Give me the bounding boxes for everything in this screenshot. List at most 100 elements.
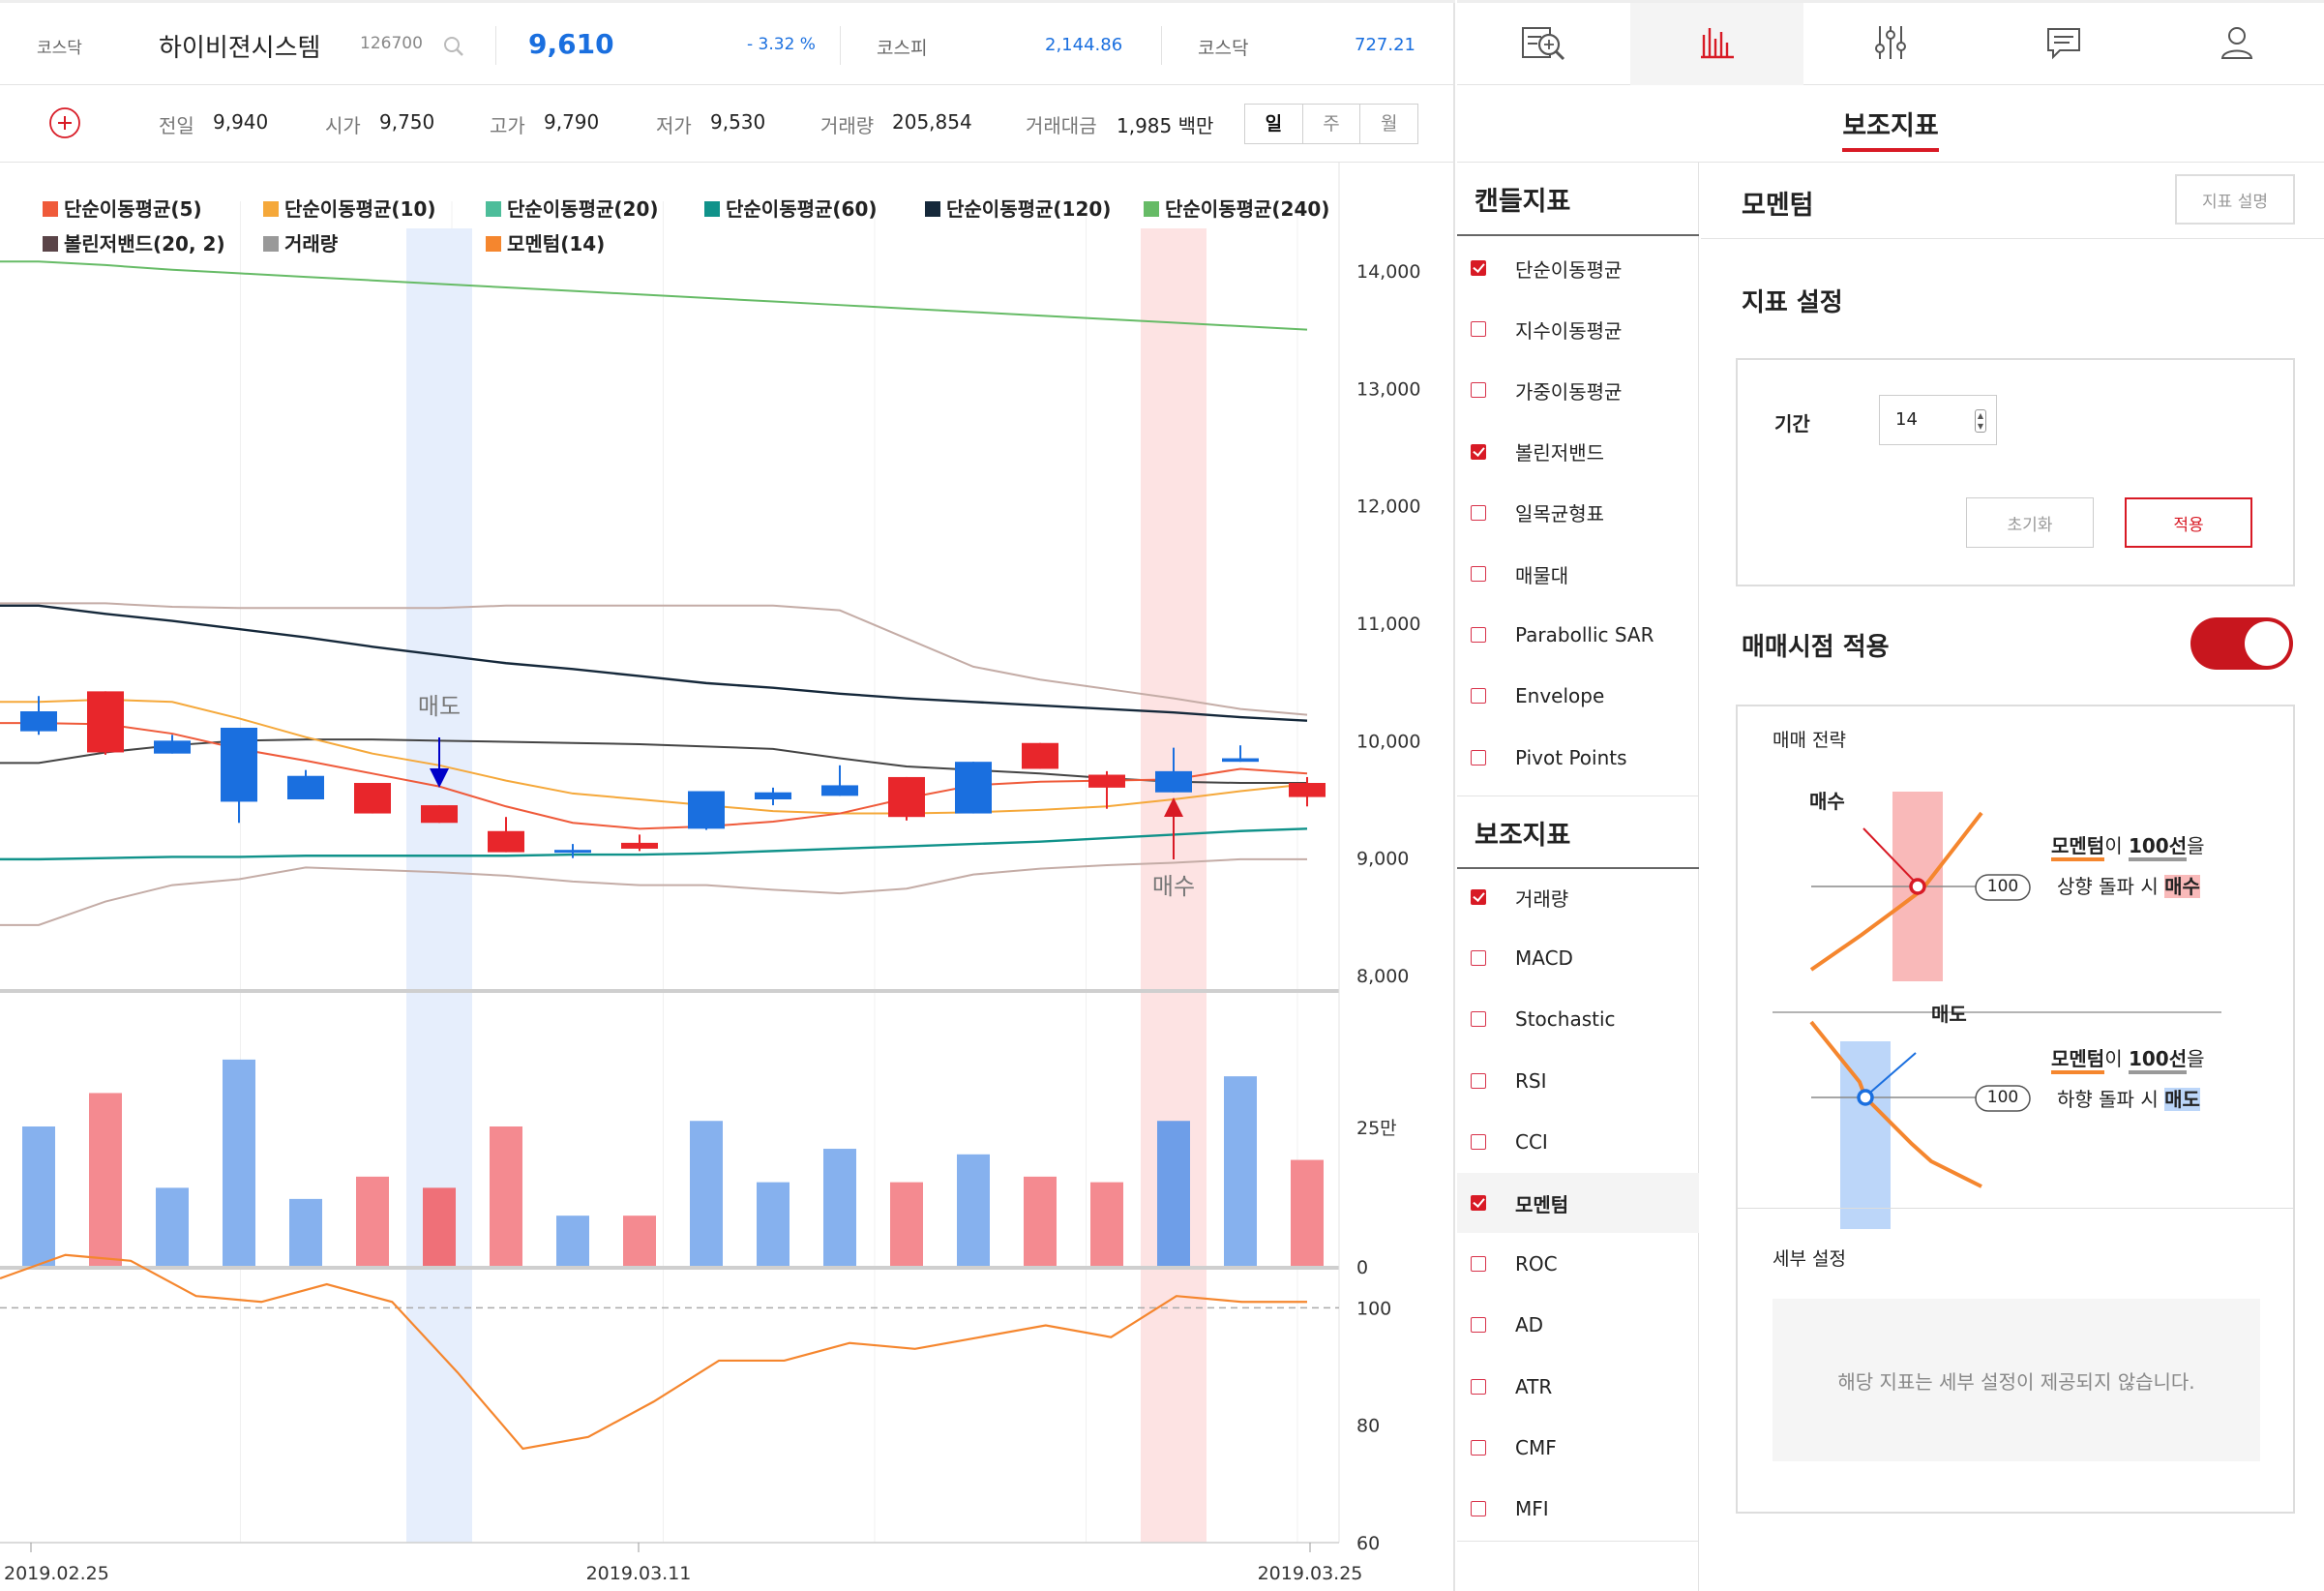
list-item[interactable]: RSI xyxy=(1457,1051,1699,1111)
ma120-line xyxy=(0,604,1308,722)
indicator-info-button[interactable]: 지표 설명 xyxy=(2175,174,2295,225)
momentum-tick-label: 60 xyxy=(1356,1533,1380,1554)
candle-body xyxy=(1088,774,1125,788)
period-week-button[interactable]: 주 xyxy=(1303,105,1361,143)
buy-rule-line1: 모멘텀이 100선을 xyxy=(2051,830,2205,861)
list-item[interactable]: MFI xyxy=(1457,1479,1699,1539)
add-indicator-icon[interactable] xyxy=(48,106,81,143)
checkbox-checked-icon[interactable] xyxy=(1471,1195,1486,1211)
list-item[interactable]: ATR xyxy=(1457,1357,1699,1417)
period-value[interactable]: 14 xyxy=(1895,409,1918,430)
checkbox-icon[interactable] xyxy=(1471,382,1486,399)
list-item[interactable]: 지수이동평균 xyxy=(1457,299,1699,359)
list-item-label: Parabollic SAR xyxy=(1515,623,1654,647)
trade-signal-toggle[interactable] xyxy=(2190,617,2293,670)
list-item[interactable]: Parabollic SAR xyxy=(1457,605,1699,665)
period-label: 기간 xyxy=(1774,412,1810,435)
kospi-value: 2,144.86 xyxy=(1045,35,1123,55)
list-item[interactable]: Pivot Points xyxy=(1457,728,1699,788)
checkbox-icon[interactable] xyxy=(1471,566,1486,582)
checkbox-icon[interactable] xyxy=(1471,1256,1486,1273)
tab-comments[interactable] xyxy=(1977,3,2150,85)
stock-chart[interactable]: 단순이동평균(5) 단순이동평균(10) 단순이동평균(20) 단순이동평균(60) 단… xyxy=(0,163,1455,1591)
checkbox-icon[interactable] xyxy=(1471,950,1486,967)
checkbox-icon[interactable] xyxy=(1471,688,1486,705)
tab-analysis[interactable] xyxy=(1457,3,1630,85)
list-item-label: 지수이동평균 xyxy=(1515,318,1623,343)
x-tick-label: 2019.03.25 xyxy=(1258,1563,1363,1584)
period-stepper[interactable]: 14 ▲ ▼ xyxy=(1879,395,1997,445)
list-item-label: Stochastic xyxy=(1515,1007,1616,1032)
x-tick-label: 2019.02.25 xyxy=(4,1563,109,1584)
apply-button[interactable]: 적용 xyxy=(2125,497,2252,548)
list-item-label: CCI xyxy=(1515,1129,1548,1154)
period-month-button[interactable]: 월 xyxy=(1380,113,1398,135)
checkbox-icon[interactable] xyxy=(1471,627,1486,644)
list-item-label: ROC xyxy=(1515,1252,1558,1276)
list-item[interactable]: CCI xyxy=(1457,1112,1699,1172)
high-label: 고가 xyxy=(490,114,525,137)
tab-user[interactable] xyxy=(2150,3,2323,85)
legend-item: 거래량 xyxy=(284,232,339,255)
list-item[interactable]: 볼린저밴드 xyxy=(1457,422,1699,482)
tab-settings[interactable] xyxy=(1803,3,1977,85)
candle-body xyxy=(354,783,391,814)
legend-swatch xyxy=(1144,201,1159,217)
volume-bar xyxy=(1157,1121,1190,1266)
momentum-line xyxy=(0,1253,1307,1451)
stock-name[interactable]: 하이비젼시스템 xyxy=(159,34,321,63)
volume-bar xyxy=(623,1216,656,1266)
list-item[interactable]: AD xyxy=(1457,1295,1699,1355)
checkbox-icon[interactable] xyxy=(1471,504,1486,521)
toggle-knob xyxy=(2245,621,2289,666)
candle-body xyxy=(221,727,257,802)
ma60-line xyxy=(0,827,1308,861)
checkbox-icon[interactable] xyxy=(1471,1439,1486,1456)
legend-swatch xyxy=(263,201,279,217)
volume-bar xyxy=(1291,1159,1324,1266)
list-item[interactable]: 거래량 xyxy=(1457,867,1699,927)
candle-body xyxy=(1289,783,1326,797)
stock-code: 126700 xyxy=(360,34,423,53)
list-item[interactable]: Envelope xyxy=(1457,666,1699,726)
list-item[interactable]: 모멘텀 xyxy=(1457,1173,1699,1233)
volume-bar xyxy=(223,1059,255,1266)
list-item[interactable]: ROC xyxy=(1457,1234,1699,1294)
kosdaq-label: 코스닥 xyxy=(1198,38,1249,59)
checkbox-icon[interactable] xyxy=(1471,1133,1486,1150)
volume-bar xyxy=(423,1187,456,1266)
checkbox-icon[interactable] xyxy=(1471,1072,1486,1089)
checkbox-icon[interactable] xyxy=(1471,1501,1486,1516)
high-value: 9,790 xyxy=(544,110,600,134)
checkbox-icon[interactable] xyxy=(1471,1317,1486,1334)
list-item[interactable]: 가중이동평균 xyxy=(1457,360,1699,420)
list-item[interactable]: 일목균형표 xyxy=(1457,483,1699,543)
checkbox-icon[interactable] xyxy=(1471,321,1486,338)
candle-body xyxy=(955,762,992,814)
legend-item: 단순이동평균(20) xyxy=(507,197,659,221)
list-item[interactable]: 매물대 xyxy=(1457,544,1699,604)
period-day-button[interactable]: 일 xyxy=(1245,105,1303,143)
checkbox-icon[interactable] xyxy=(1471,1378,1486,1395)
checkbox-checked-icon[interactable] xyxy=(1471,443,1486,460)
checkbox-icon[interactable] xyxy=(1471,1011,1486,1028)
list-item[interactable]: Stochastic xyxy=(1457,989,1699,1049)
sell-signal-label: 매도 xyxy=(418,693,461,720)
search-icon[interactable] xyxy=(443,36,464,61)
tab-indicators[interactable] xyxy=(1630,3,1803,85)
checkbox-icon[interactable] xyxy=(1471,749,1486,765)
list-item[interactable]: CMF xyxy=(1457,1418,1699,1478)
magnify-chart-icon xyxy=(1520,23,1568,66)
list-item[interactable]: MACD xyxy=(1457,928,1699,988)
trade-title: 매매시점 적용 xyxy=(1742,633,1890,662)
list-item[interactable]: 단순이동평균 xyxy=(1457,238,1699,298)
checkbox-checked-icon[interactable] xyxy=(1471,260,1486,276)
list-item-label: 볼린저밴드 xyxy=(1515,441,1604,465)
reset-button[interactable]: 초기화 xyxy=(1966,497,2094,548)
stepper-arrows-icon[interactable]: ▲ ▼ xyxy=(1975,409,1986,433)
list-item-label: MFI xyxy=(1515,1497,1549,1520)
user-icon xyxy=(2218,23,2256,66)
volume-bar xyxy=(556,1216,589,1266)
checkbox-checked-icon[interactable] xyxy=(1471,889,1486,905)
period-toggle: 일 주 월 xyxy=(1244,104,1418,144)
